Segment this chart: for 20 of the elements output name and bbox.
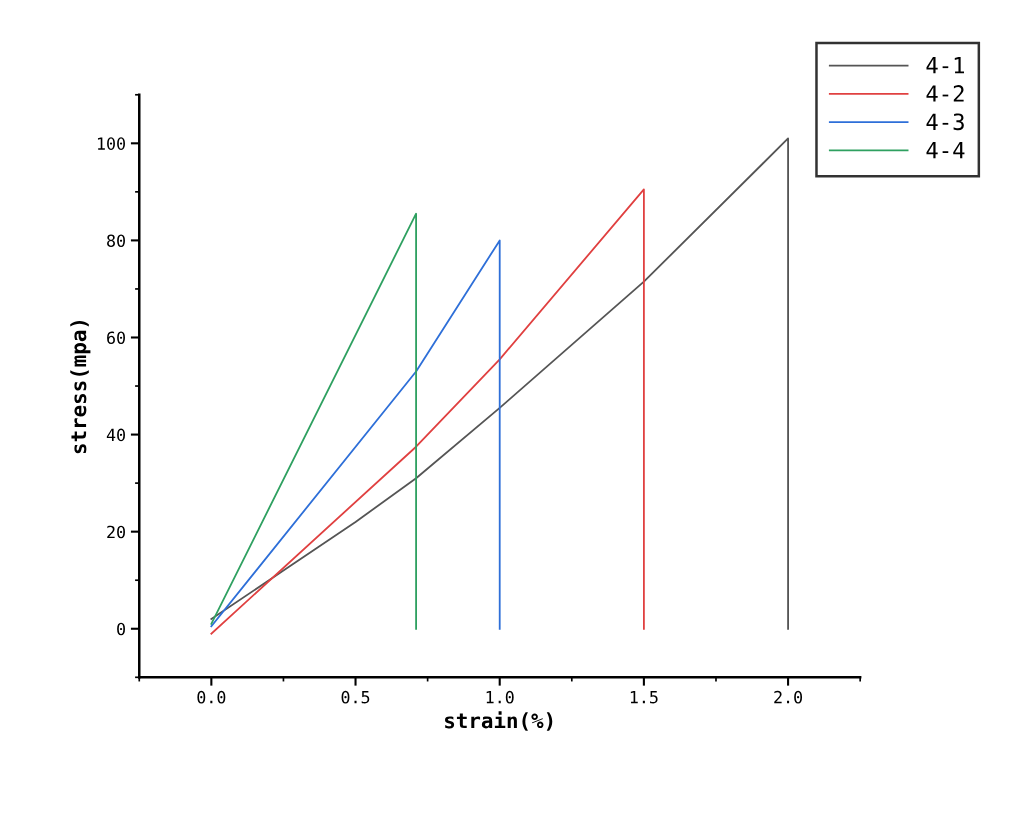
- legend-label: 4-2: [926, 85, 964, 102]
- legend-label: 4-1: [926, 57, 964, 74]
- y-tick-label: 100: [97, 137, 125, 150]
- x-tick-label: 0.0: [197, 690, 226, 704]
- y-tick-label: 40: [106, 428, 125, 442]
- legend-label: 4-3: [926, 113, 964, 131]
- x-axis-title: strain(%): [445, 711, 553, 731]
- y-tick-label: 80: [107, 234, 125, 248]
- line-series: [210, 239, 501, 630]
- y-tick-label: 20: [107, 525, 125, 539]
- x-tick-label: 1.0: [486, 690, 514, 704]
- line-series: [210, 137, 789, 630]
- x-tick-label: 2.0: [774, 690, 803, 704]
- y-axis-title: stress(mpa): [70, 320, 91, 454]
- x-tick-label: 1.5: [630, 691, 658, 704]
- y-tick-label: 60: [107, 331, 125, 345]
- x-tick-label: 0.5: [341, 690, 370, 704]
- line-series: [210, 188, 645, 635]
- y-tick-label: 0: [117, 622, 125, 636]
- legend-label: 4-4: [926, 141, 965, 159]
